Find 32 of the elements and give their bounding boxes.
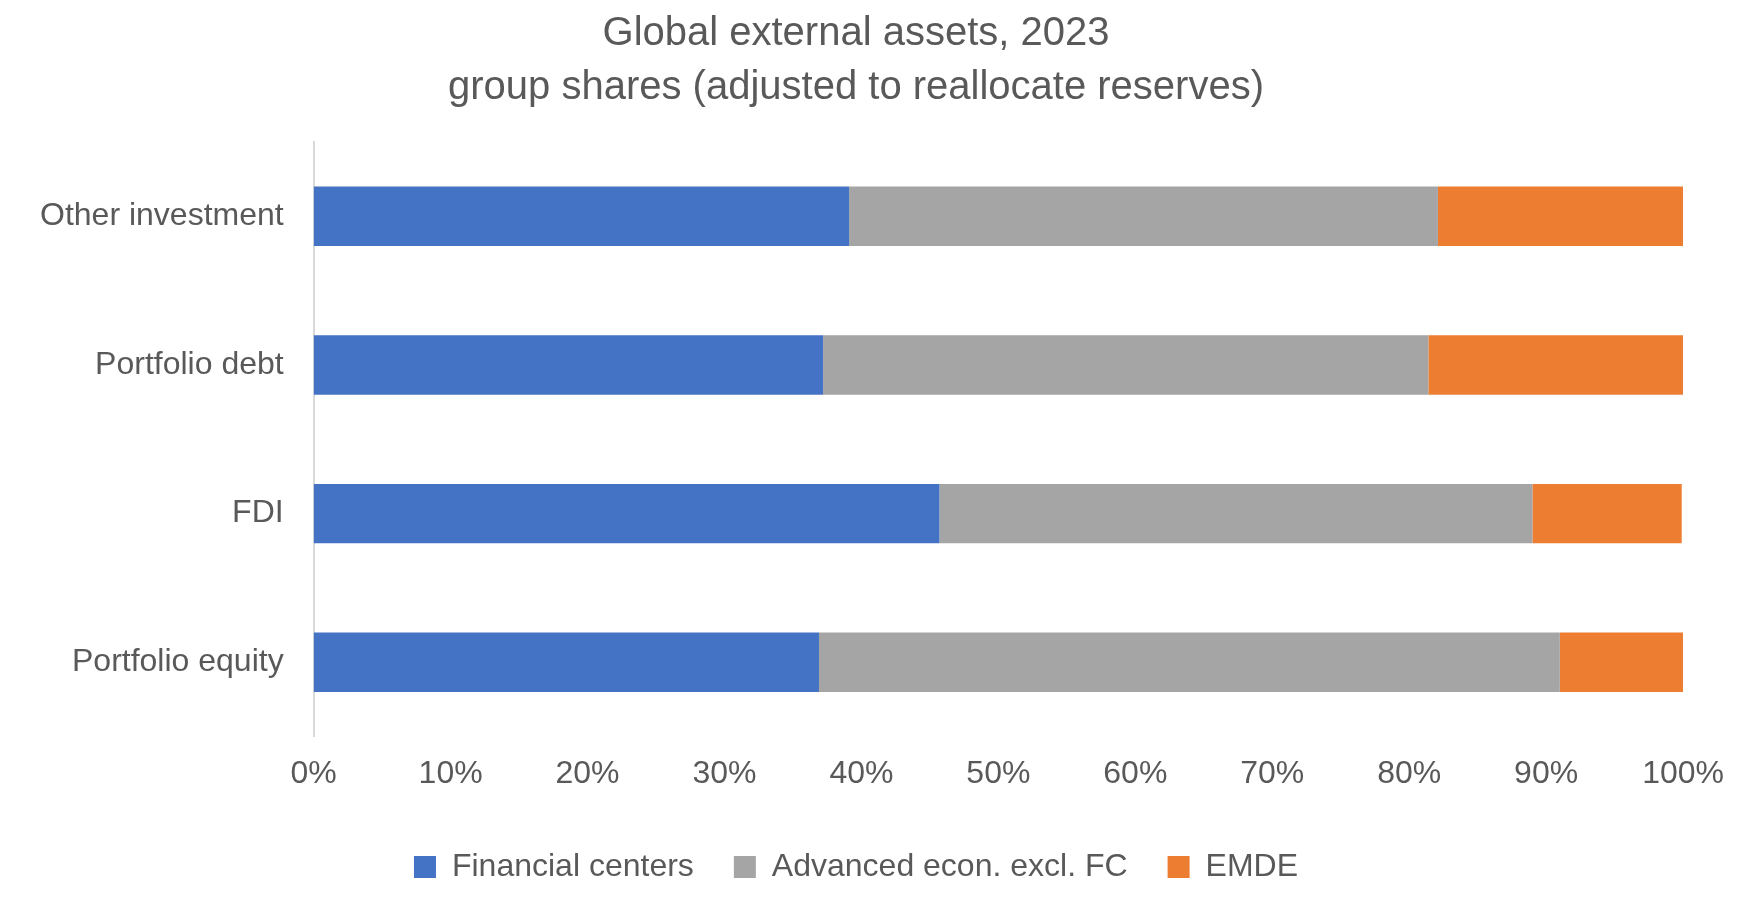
x-tick-label: 10% — [418, 753, 483, 790]
legend-label: Advanced econ. excl. FC — [771, 846, 1128, 883]
legend-label: EMDE — [1205, 846, 1299, 883]
bar — [939, 483, 1533, 544]
x-tick-label: 80% — [1377, 753, 1442, 790]
bar — [849, 186, 1438, 247]
x-tick-label: 90% — [1514, 753, 1579, 790]
y-tick-label: FDI — [232, 493, 284, 530]
x-tick-label: 60% — [1103, 753, 1168, 790]
x-tick-label: 0% — [290, 753, 337, 790]
bar — [1428, 335, 1684, 395]
chart-title: Global external assets, 2023 — [602, 9, 1110, 54]
bar — [313, 186, 850, 247]
bar — [313, 632, 819, 693]
x-tick-label: 20% — [555, 753, 620, 790]
bar — [1532, 483, 1682, 544]
y-tick-label: Portfolio equity — [71, 642, 284, 679]
x-tick-label: 30% — [692, 753, 757, 790]
x-tick-label: 70% — [1240, 753, 1305, 790]
x-tick-label: 50% — [966, 753, 1031, 790]
y-tick-label: Other investment — [40, 196, 284, 233]
y-tick-label: Portfolio debt — [95, 344, 284, 381]
x-tick-label: 40% — [829, 753, 894, 790]
bar — [818, 632, 1560, 693]
bar — [1559, 632, 1684, 693]
legend-label: Financial centers — [451, 846, 694, 883]
chart-subtitle: group shares (adjusted to reallocate reserves) — [448, 63, 1264, 108]
bar — [313, 483, 940, 544]
bar — [313, 335, 824, 395]
bar — [823, 335, 1429, 395]
x-tick-label: 100% — [1642, 753, 1724, 790]
bar — [1437, 186, 1684, 247]
